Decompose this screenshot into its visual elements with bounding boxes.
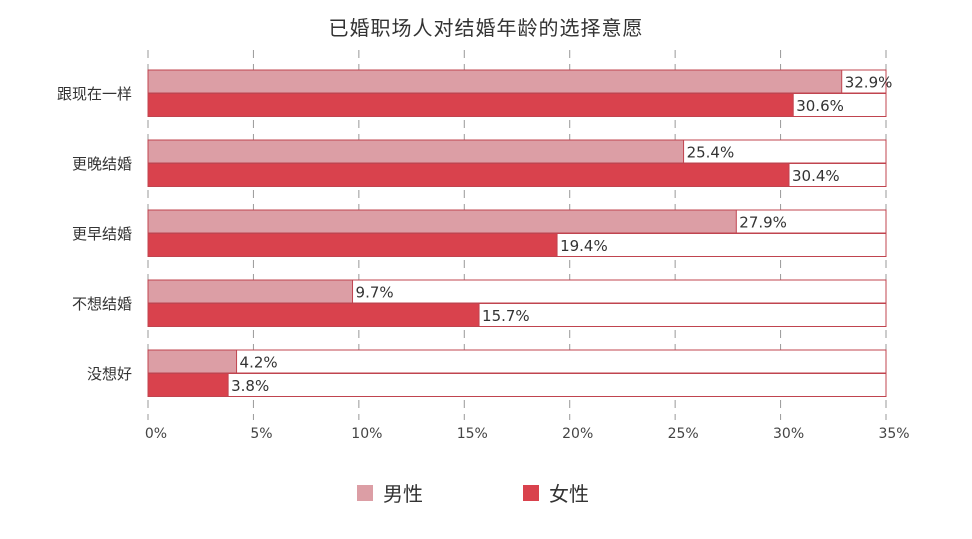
data-label: 9.7% [356, 284, 394, 302]
data-label: 27.9% [739, 214, 787, 232]
bar-female [147, 93, 794, 117]
category-label: 不想结婚 [72, 295, 132, 313]
x-tick-label: 35% [878, 426, 909, 442]
x-tick-label: 25% [668, 426, 699, 442]
data-label: 19.4% [560, 237, 608, 255]
category-label: 更晚结婚 [72, 155, 132, 173]
chart-title: 已婚职场人对结婚年龄的选择意愿 [328, 16, 644, 40]
category-label: 没想好 [87, 365, 132, 383]
bar-male [147, 209, 737, 234]
legend-swatch-female [523, 484, 539, 501]
legend-swatch-male [357, 484, 373, 501]
category-label: 跟现在一样 [57, 85, 132, 103]
bar-female [147, 163, 790, 187]
x-tick-label: 20% [562, 426, 593, 442]
data-label: 25.4% [687, 144, 735, 162]
bar-male [147, 69, 843, 94]
x-tick-label: 15% [457, 426, 488, 442]
bar-female [147, 303, 480, 327]
data-label: 30.6% [796, 97, 844, 115]
x-tick-label: 30% [773, 426, 804, 442]
legend-item-male: 男性 [357, 478, 423, 507]
x-tick-label: 5% [250, 426, 272, 442]
data-label: 32.9% [845, 74, 893, 92]
legend: 男性 女性 [0, 478, 972, 514]
bar-male [147, 279, 354, 304]
bars [147, 69, 887, 397]
category-label: 更早结婚 [72, 225, 132, 243]
legend-label-male: 男性 [383, 482, 423, 506]
bar-female [147, 373, 229, 397]
data-label: 15.7% [482, 307, 530, 325]
labels: 0% 5% 10% 15% 20% 25% 30% 35% 32.9%30.6% 跟现在一样 25.… [57, 74, 910, 443]
bar-female [147, 233, 558, 257]
bar-male [147, 139, 685, 164]
legend-item-female: 女性 [523, 478, 589, 507]
x-tick-label: 10% [351, 426, 382, 442]
x-tick-label: 0% [145, 426, 167, 442]
legend-label-female: 女性 [549, 482, 589, 506]
data-label: 30.4% [792, 167, 840, 185]
bar-male [147, 349, 238, 374]
data-label: 4.2% [240, 354, 278, 372]
data-label: 3.8% [231, 377, 269, 395]
